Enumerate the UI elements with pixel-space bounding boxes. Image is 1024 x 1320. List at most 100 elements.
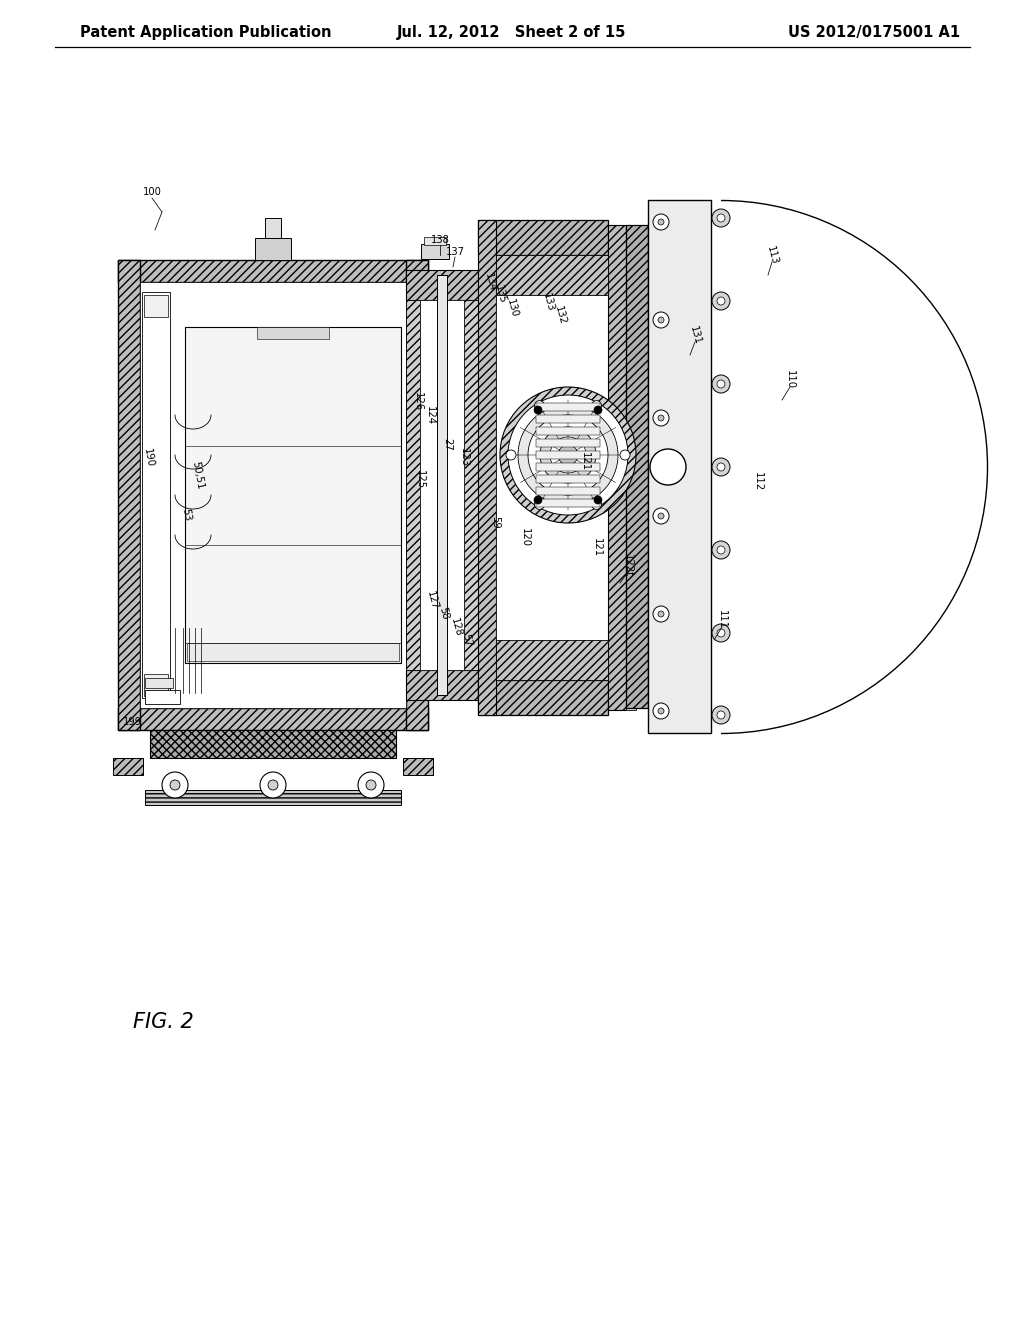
Text: 137: 137 — [445, 247, 465, 257]
Bar — [118, 260, 140, 730]
Text: 131: 131 — [688, 325, 702, 346]
Circle shape — [653, 704, 669, 719]
Circle shape — [712, 541, 730, 558]
Circle shape — [550, 437, 586, 473]
Text: 121: 121 — [592, 539, 602, 557]
Bar — [496, 640, 608, 680]
Text: 128: 128 — [449, 616, 463, 638]
Bar — [496, 255, 608, 680]
Circle shape — [358, 772, 384, 799]
Text: Jul. 12, 2012   Sheet 2 of 15: Jul. 12, 2012 Sheet 2 of 15 — [397, 25, 627, 41]
Circle shape — [658, 708, 664, 714]
Bar — [496, 255, 608, 294]
Bar — [478, 680, 608, 715]
Text: 126: 126 — [413, 392, 423, 412]
Bar — [626, 224, 636, 710]
Circle shape — [658, 219, 664, 224]
Circle shape — [712, 706, 730, 723]
Circle shape — [717, 463, 725, 471]
Circle shape — [717, 546, 725, 554]
Bar — [608, 224, 626, 710]
Circle shape — [528, 414, 608, 495]
Bar — [536, 487, 600, 495]
Text: 59: 59 — [490, 516, 500, 528]
Circle shape — [653, 606, 669, 622]
Bar — [626, 224, 648, 708]
Text: 190: 190 — [141, 447, 155, 469]
Bar — [648, 201, 711, 733]
Bar — [406, 300, 420, 671]
Bar — [187, 643, 399, 661]
Text: 135: 135 — [493, 284, 507, 305]
Text: 134: 134 — [482, 272, 498, 293]
Bar — [406, 671, 478, 700]
Circle shape — [534, 407, 542, 414]
Text: 127: 127 — [425, 590, 439, 611]
Bar — [144, 675, 168, 696]
Circle shape — [717, 380, 725, 388]
Circle shape — [592, 499, 601, 510]
Text: 130: 130 — [505, 297, 519, 318]
Bar — [257, 327, 329, 339]
Bar — [118, 260, 428, 282]
Text: 110: 110 — [785, 371, 795, 389]
Circle shape — [653, 508, 669, 524]
Bar — [478, 220, 608, 255]
Bar — [421, 244, 449, 259]
Circle shape — [658, 414, 664, 421]
Circle shape — [658, 317, 664, 323]
Circle shape — [717, 711, 725, 719]
Bar — [406, 260, 428, 730]
Bar — [536, 440, 600, 447]
Bar — [403, 758, 433, 775]
Bar — [536, 414, 600, 422]
Circle shape — [535, 401, 545, 411]
Text: 123: 123 — [459, 449, 469, 467]
Text: 125: 125 — [415, 470, 425, 490]
Bar — [420, 300, 464, 671]
Text: 111: 111 — [717, 610, 727, 630]
Text: US 2012/0175001 A1: US 2012/0175001 A1 — [787, 25, 961, 41]
Circle shape — [620, 450, 630, 459]
Text: 120: 120 — [520, 528, 530, 548]
Circle shape — [712, 209, 730, 227]
Bar — [113, 758, 143, 775]
Circle shape — [653, 411, 669, 426]
Circle shape — [170, 780, 180, 789]
Bar — [437, 275, 447, 696]
Bar — [406, 271, 478, 300]
Text: 113: 113 — [765, 244, 779, 265]
Circle shape — [535, 499, 545, 510]
Bar — [145, 678, 173, 688]
Bar — [255, 238, 291, 260]
Text: 122t: 122t — [623, 553, 633, 577]
Circle shape — [594, 496, 602, 504]
Bar — [536, 475, 600, 483]
Text: FIG. 2: FIG. 2 — [133, 1012, 194, 1032]
Bar — [536, 426, 600, 436]
Bar — [118, 708, 428, 730]
Circle shape — [712, 375, 730, 393]
Bar — [140, 282, 406, 708]
Circle shape — [717, 297, 725, 305]
Circle shape — [534, 496, 542, 504]
Circle shape — [162, 772, 188, 799]
Text: 50,51: 50,51 — [190, 461, 206, 490]
Bar — [144, 294, 168, 317]
Circle shape — [712, 624, 730, 642]
Bar — [478, 220, 496, 715]
Text: 199: 199 — [123, 717, 141, 727]
Text: 100: 100 — [142, 187, 162, 197]
Text: 121: 121 — [580, 453, 590, 471]
Circle shape — [650, 449, 686, 484]
Circle shape — [594, 407, 602, 414]
Bar — [265, 218, 281, 238]
Circle shape — [658, 611, 664, 616]
Bar — [536, 499, 600, 507]
Circle shape — [653, 214, 669, 230]
Bar — [536, 451, 600, 459]
Circle shape — [540, 426, 596, 483]
Text: 112: 112 — [753, 473, 763, 491]
Text: 132: 132 — [553, 305, 567, 326]
Circle shape — [508, 395, 628, 515]
